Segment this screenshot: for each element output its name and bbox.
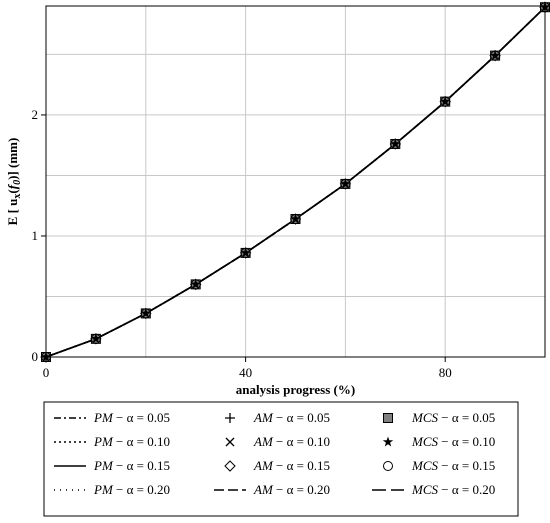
data-point (290, 214, 301, 225)
legend-method: AM (253, 410, 274, 425)
data-point (489, 50, 501, 61)
series-lines (45, 6, 546, 358)
y-axis-title-part: f (5, 183, 20, 189)
series-line-pm-0.15 (45, 6, 546, 358)
legend-method: MCS (411, 434, 439, 449)
legend-method: AM (253, 434, 274, 449)
legend-method: PM (93, 410, 114, 425)
legend-method: PM (93, 458, 114, 473)
data-point (340, 178, 351, 189)
series-line-pm-0.10 (45, 6, 546, 358)
data-point (190, 279, 201, 290)
legend-method: AM (253, 458, 274, 473)
data-point (390, 138, 401, 149)
legend-marker-swatch (225, 437, 235, 447)
series-line-pm-0.05 (45, 6, 546, 358)
data-point (90, 333, 102, 344)
series-line-pm-0.20 (45, 6, 546, 358)
y-axis-title-part: ( (5, 189, 20, 193)
data-point (290, 213, 301, 224)
data-point (140, 307, 152, 318)
y-axis-title-part: 0 (12, 180, 23, 185)
legend-marker-swatch (224, 460, 236, 472)
x-tick-label: 40 (239, 365, 252, 380)
legend-label: MCS − α = 0.10 (411, 434, 495, 449)
legend-label: PM − α = 0.20 (93, 482, 170, 497)
y-axis-title-part: u (5, 199, 20, 206)
legend-marker-swatch (225, 413, 235, 423)
legend-method: PM (93, 482, 114, 497)
legend-alpha: − α = 0.20 (273, 482, 330, 497)
legend-alpha: − α = 0.05 (273, 410, 330, 425)
series-line-mcs-0.20 (45, 6, 546, 358)
x-tick-label: 0 (43, 365, 50, 380)
plot-frame (45, 5, 546, 358)
legend-marker-swatch (383, 461, 393, 471)
legend-alpha: − α = 0.20 (113, 482, 170, 497)
legend-alpha: − α = 0.10 (113, 434, 170, 449)
axis-ticks: 0 40 80 0 1 2 (32, 107, 452, 380)
legend-label: AM − α = 0.20 (253, 482, 330, 497)
y-axis-title-part: (mm) (5, 138, 20, 172)
legend-method: MCS (411, 458, 439, 473)
legend-method: MCS (411, 482, 439, 497)
legend-method: PM (93, 434, 114, 449)
legend-alpha: − α = 0.15 (438, 458, 495, 473)
legend-method: AM (253, 482, 274, 497)
data-point (340, 178, 351, 189)
data-point (390, 138, 401, 149)
x-axis-title: analysis progress (%) (236, 382, 355, 397)
legend-label: MCS − α = 0.20 (411, 482, 495, 497)
data-point (439, 96, 451, 107)
legend-alpha: − α = 0.05 (438, 410, 495, 425)
legend-label: AM − α = 0.05 (253, 410, 330, 425)
data-point (190, 278, 201, 289)
x-tick-label: 80 (439, 365, 452, 380)
legend-label: PM − α = 0.05 (93, 410, 170, 425)
data-point (490, 50, 501, 61)
y-tick-label: 1 (32, 228, 39, 243)
y-tick-label: 2 (32, 107, 39, 122)
legend-alpha: − α = 0.15 (113, 458, 170, 473)
legend-label: MCS − α = 0.05 (411, 410, 495, 425)
legend-method: MCS (411, 410, 439, 425)
legend-marker-swatch (383, 413, 393, 423)
legend-label: AM − α = 0.15 (253, 458, 330, 473)
data-point (90, 333, 101, 344)
legend-label: PM − α = 0.10 (93, 434, 170, 449)
legend-box (43, 401, 519, 517)
data-point (140, 308, 151, 319)
legend-label: PM − α = 0.15 (93, 458, 170, 473)
legend-alpha: − α = 0.10 (438, 434, 495, 449)
legend-alpha: − α = 0.20 (438, 482, 495, 497)
data-markers (40, 1, 550, 363)
legend-alpha: − α = 0.10 (273, 434, 330, 449)
y-axis-title: E [ ux(f0)] (mm) (5, 138, 23, 226)
y-axis-title-part: x (12, 194, 23, 199)
y-axis-title-part: E [ (5, 206, 20, 226)
data-point (240, 247, 251, 258)
legend-marker-swatch (382, 436, 394, 447)
y-tick-label: 0 (32, 349, 39, 364)
legend-alpha: − α = 0.05 (113, 410, 170, 425)
data-point (440, 96, 451, 107)
legend-label: MCS − α = 0.15 (411, 458, 495, 473)
legend-alpha: − α = 0.15 (273, 458, 330, 473)
series-line-am-0.20 (45, 6, 546, 358)
y-axis-title-part: )] (5, 171, 20, 180)
legend-label: AM − α = 0.10 (253, 434, 330, 449)
grid (45, 6, 546, 358)
data-point (240, 247, 251, 258)
